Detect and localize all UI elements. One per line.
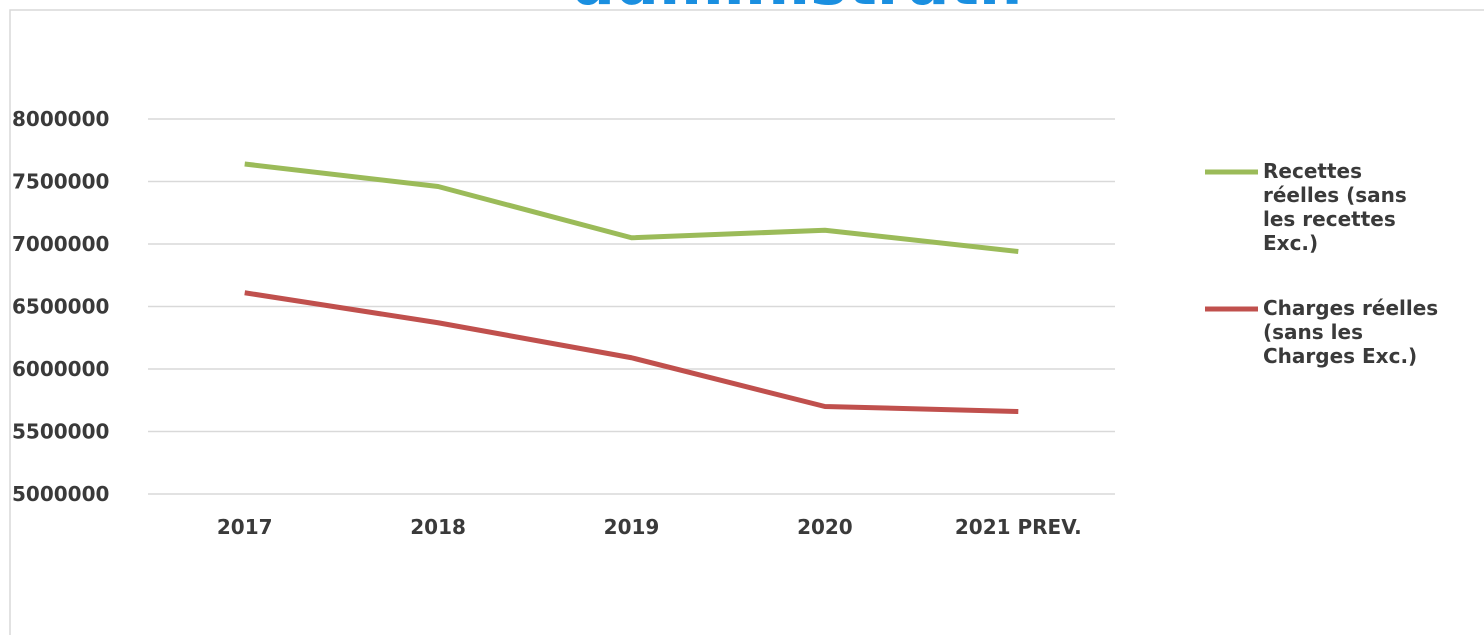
x-tick-label: 2018 (410, 515, 466, 539)
y-tick-label: 7000000 (12, 232, 109, 256)
y-tick-label: 7500000 (12, 170, 109, 194)
chart-frame (9, 9, 1484, 635)
series-line (244, 161, 1019, 254)
y-tick-label: 5000000 (12, 482, 109, 506)
x-tick-label: 2019 (604, 515, 660, 539)
y-tick-label: 6500000 (12, 295, 109, 319)
series-line (244, 290, 1019, 414)
y-tick-label: 8000000 (12, 107, 109, 131)
x-tick-label: 2020 (797, 515, 853, 539)
y-tick-label: 5500000 (12, 420, 109, 444)
y-tick-label: 6000000 (12, 357, 109, 381)
legend-label: Recettes réelles (sans les recettes Exc.… (1263, 159, 1407, 255)
x-tick-label: 2017 (217, 515, 273, 539)
x-tick-label: 2021 PREV. (955, 515, 1082, 539)
chart-title: administratif (573, 0, 1028, 19)
legend-label: Charges réelles (sans les Charges Exc.) (1263, 296, 1439, 368)
